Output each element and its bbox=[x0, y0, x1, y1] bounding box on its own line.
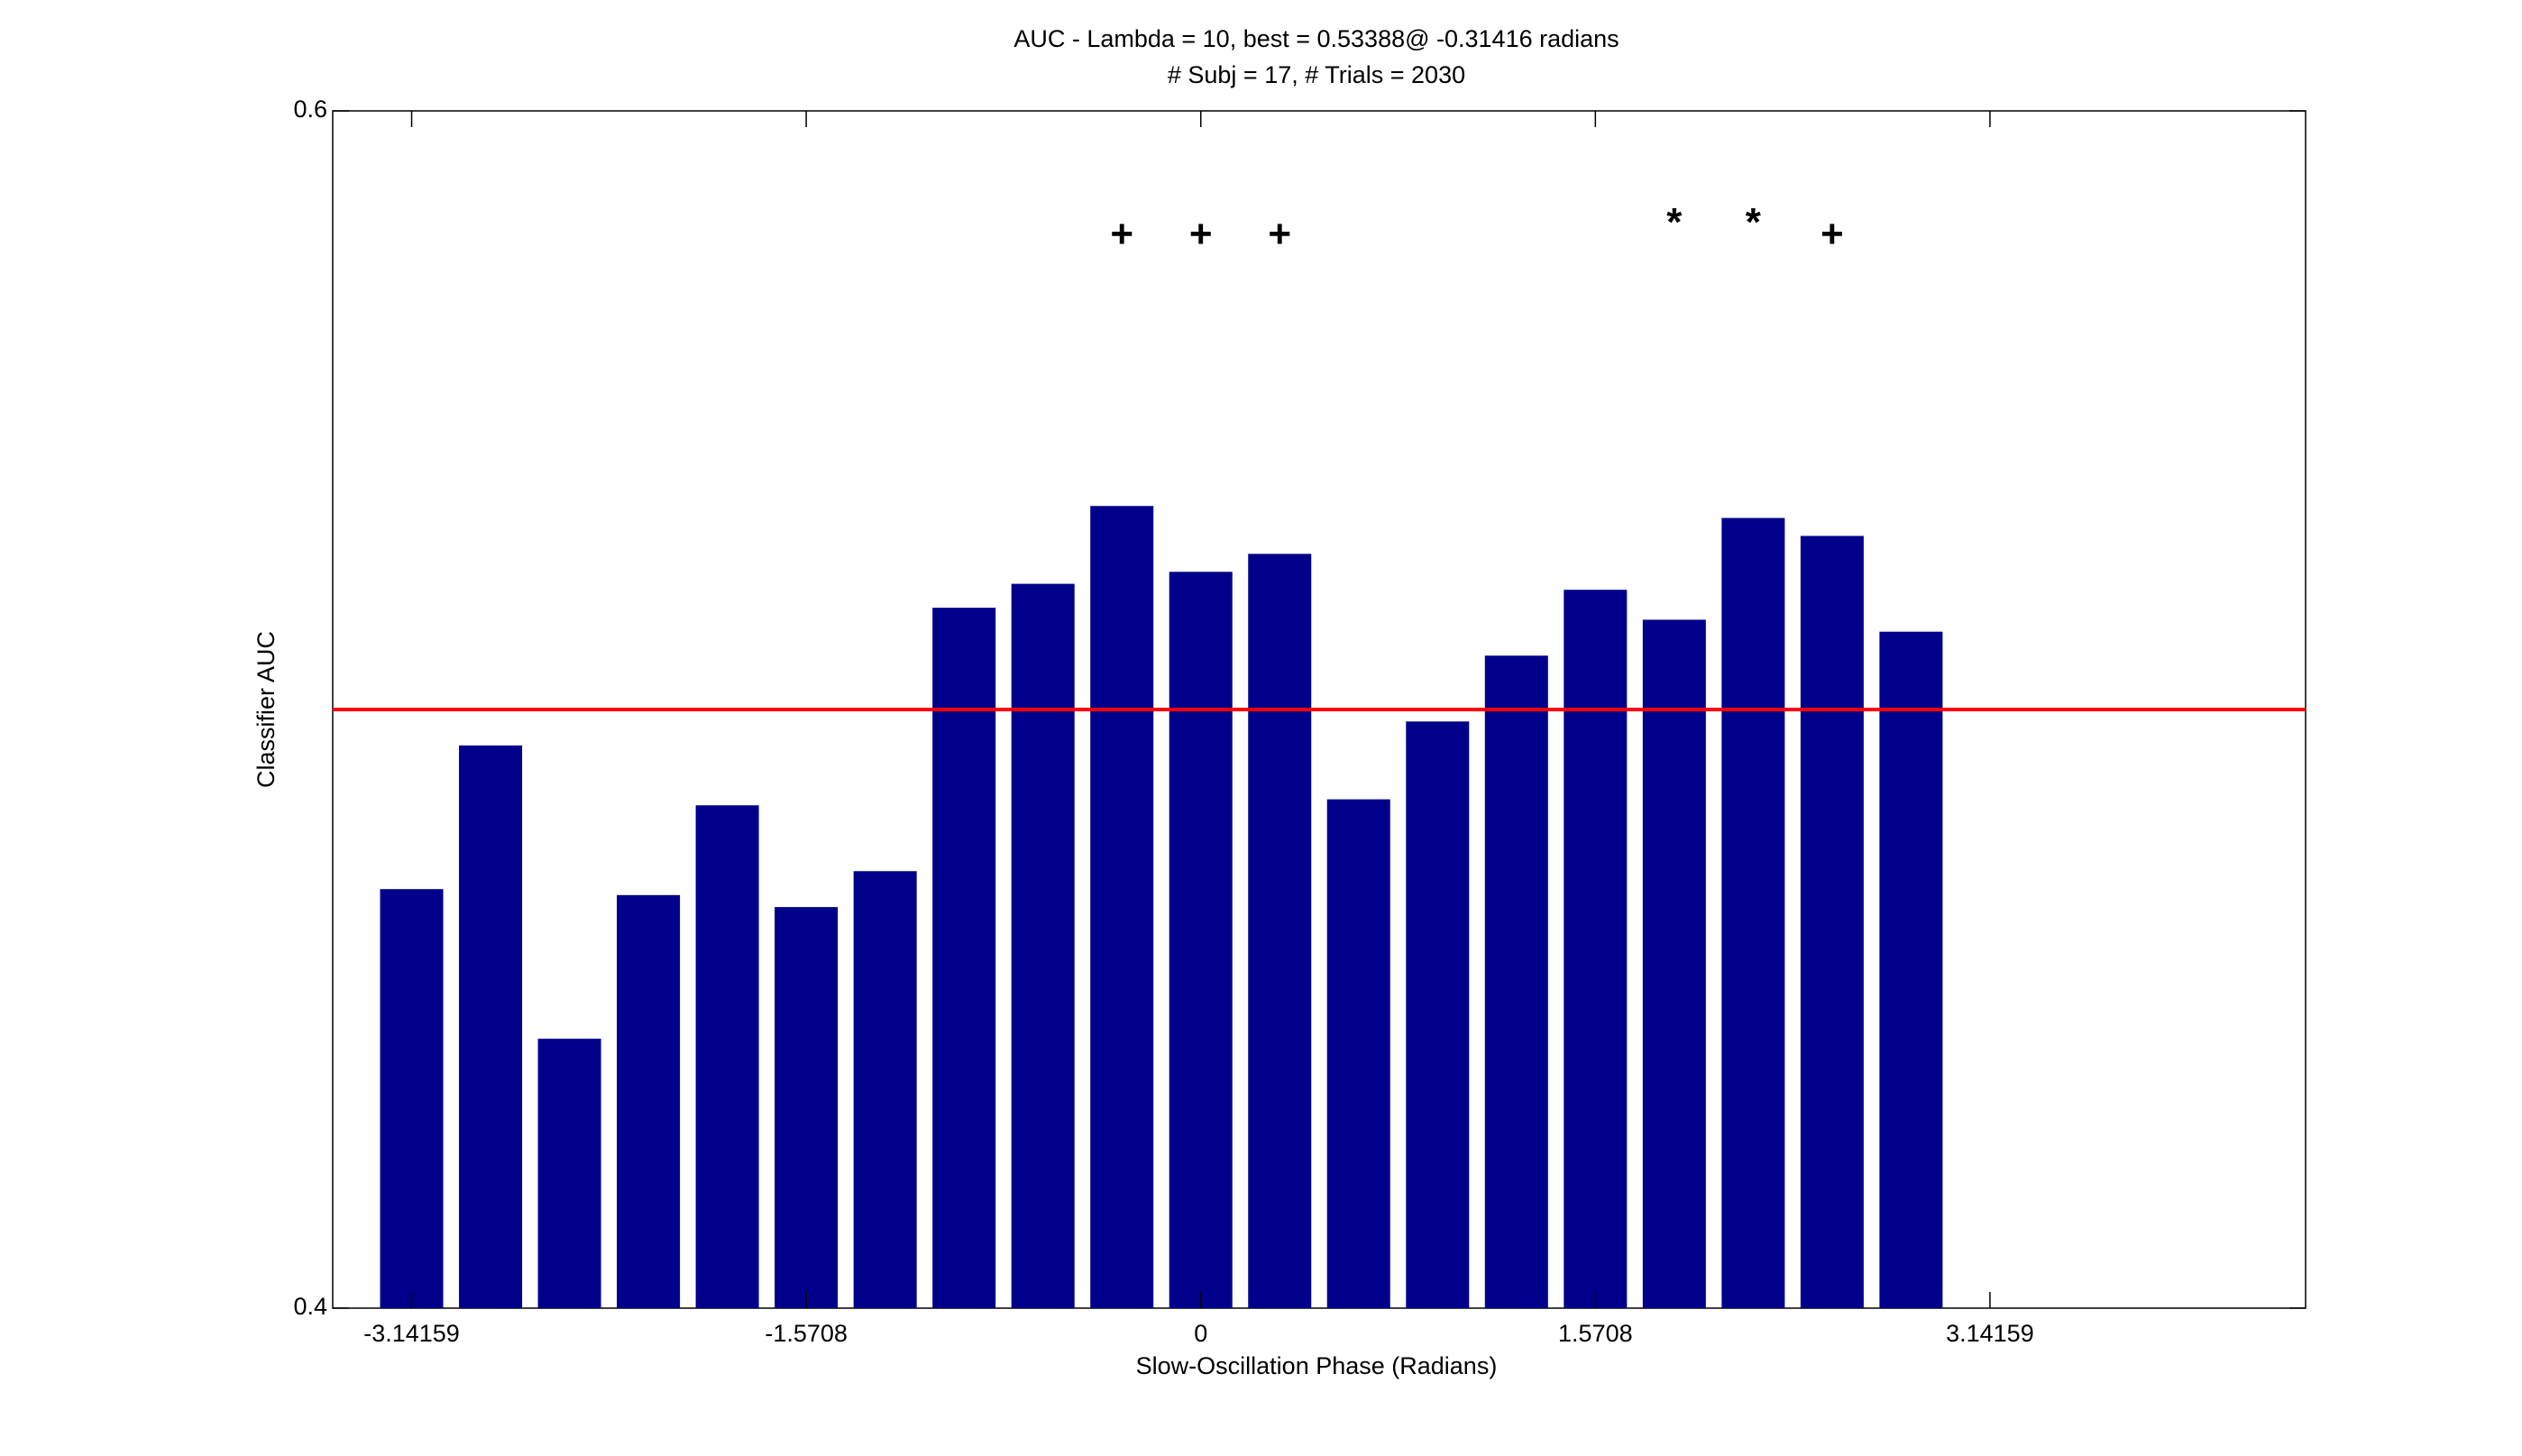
bar bbox=[459, 745, 523, 1308]
bar bbox=[1090, 506, 1154, 1308]
bar bbox=[775, 907, 839, 1308]
annotation: + bbox=[1820, 212, 1844, 256]
bar bbox=[1800, 536, 1864, 1308]
y-tick-label: 0.4 bbox=[293, 1293, 327, 1320]
x-tick-label: -1.5708 bbox=[765, 1320, 848, 1347]
x-tick-label: 3.14159 bbox=[1946, 1320, 2034, 1347]
bar bbox=[932, 608, 996, 1308]
bar bbox=[1406, 721, 1470, 1308]
bar bbox=[1248, 554, 1312, 1308]
x-tick-label: 1.5708 bbox=[1558, 1320, 1633, 1347]
annotation: * bbox=[1746, 200, 1762, 244]
bar bbox=[1721, 517, 1785, 1308]
chart-title: AUC - Lambda = 10, best = 0.53388@ -0.31… bbox=[1013, 25, 1619, 52]
annotation: + bbox=[1268, 212, 1291, 256]
y-tick-label: 0.6 bbox=[293, 96, 327, 123]
bar bbox=[537, 1039, 601, 1308]
y-axis-label: Classifier AUC bbox=[252, 631, 280, 788]
bar bbox=[1484, 655, 1548, 1308]
x-tick-label: 0 bbox=[1194, 1320, 1207, 1347]
bar bbox=[1011, 583, 1075, 1308]
annotation: + bbox=[1189, 212, 1213, 256]
bar bbox=[695, 805, 759, 1308]
bar bbox=[1169, 572, 1233, 1308]
bar bbox=[1642, 619, 1706, 1308]
bar bbox=[1326, 799, 1390, 1308]
x-tick-label: -3.14159 bbox=[363, 1320, 460, 1347]
annotation: * bbox=[1666, 200, 1683, 244]
bar bbox=[617, 894, 681, 1308]
bar bbox=[853, 871, 917, 1308]
bar bbox=[1879, 631, 1943, 1308]
bar bbox=[380, 889, 444, 1308]
x-axis-label: Slow-Oscillation Phase (Radians) bbox=[1136, 1352, 1498, 1379]
bar bbox=[1564, 590, 1628, 1308]
chart-subtitle: # Subj = 17, # Trials = 2030 bbox=[1168, 61, 1465, 88]
annotation: + bbox=[1110, 212, 1133, 256]
